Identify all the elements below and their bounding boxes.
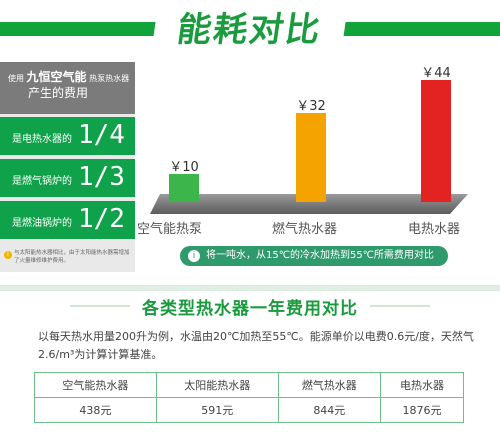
data-label: ￥32 [296,99,326,114]
chart-floor [150,194,468,214]
category-label: 空气能热泵 [137,222,203,237]
info-icon: i [188,250,200,262]
ratio-row-electric: 是电热水器的 1/4 [0,117,135,155]
table-header-cell: 太阳能热水器 [155,372,279,398]
info-icon: ! [4,251,12,259]
ratio-row-oil-boiler: 是燃油锅炉的 1/2 [0,201,135,239]
panel-suffix: 热泵热水器 [89,74,130,83]
data-label: ￥44 [421,66,451,81]
table-row: 438元 591元 844元 1876元 [34,397,464,423]
table-header-cell: 燃气热水器 [277,372,382,398]
ratio-row-gas-boiler: 是燃气锅炉的 1/3 [0,159,135,197]
page-title: 能耗对比 [151,2,349,50]
bar [296,113,326,202]
table-header-row: 空气能热水器 太阳能热水器 燃气热水器 电热水器 [34,372,464,398]
brand-name: 九恒空气能 [26,70,87,84]
chart-caption: i 将一吨水，从15℃的冷水加热到55℃所需费用对比 [180,246,448,266]
panel-prefix: 使用 [8,74,24,83]
panel-heading: 使用 九恒空气能 热泵热水器 产生的费用 [0,62,135,114]
annual-cost-table: 空气能热水器 太阳能热水器 燃气热水器 电热水器 438元 591元 844元 … [34,372,464,423]
bar [421,80,451,202]
ratio-value: 1/3 [78,162,125,192]
table-cell: 591元 [155,397,279,423]
table-cell: 844元 [277,397,382,423]
ratio-value: 1/2 [78,204,125,234]
ratio-label: 是燃气锅炉的 [12,176,72,187]
section-title: 各类型热水器一年费用对比 [142,299,358,319]
ratio-value: 1/4 [78,120,125,150]
category-label: 燃气热水器 [272,222,338,237]
chart-caption-text: 将一吨水，从15℃的冷水加热到55℃所需费用对比 [206,250,434,261]
ratio-label: 是燃油锅炉的 [12,218,72,229]
section-description: 以每天热水用量200升为例，水温由20℃加热至55℃。能源单价以电费0.6元/度… [38,330,474,361]
ratio-label: 是电热水器的 [12,134,72,145]
table-header-cell: 电热水器 [380,372,464,398]
table-cell: 438元 [34,397,157,423]
title-rule-left [70,305,130,307]
title-rule-right [370,305,430,307]
panel-footnote: 与太阳能热水器相比，由于太阳能热水器需增加了火量维修维护费用。 [14,250,130,264]
table-header-cell: 空气能热水器 [34,372,157,398]
panel-subheading: 产生的费用 [28,86,89,100]
section-divider [0,285,500,291]
category-label: 电热水器 [408,222,461,237]
table-cell: 1876元 [380,397,464,423]
bar [169,174,199,202]
data-label: ￥10 [169,160,199,175]
